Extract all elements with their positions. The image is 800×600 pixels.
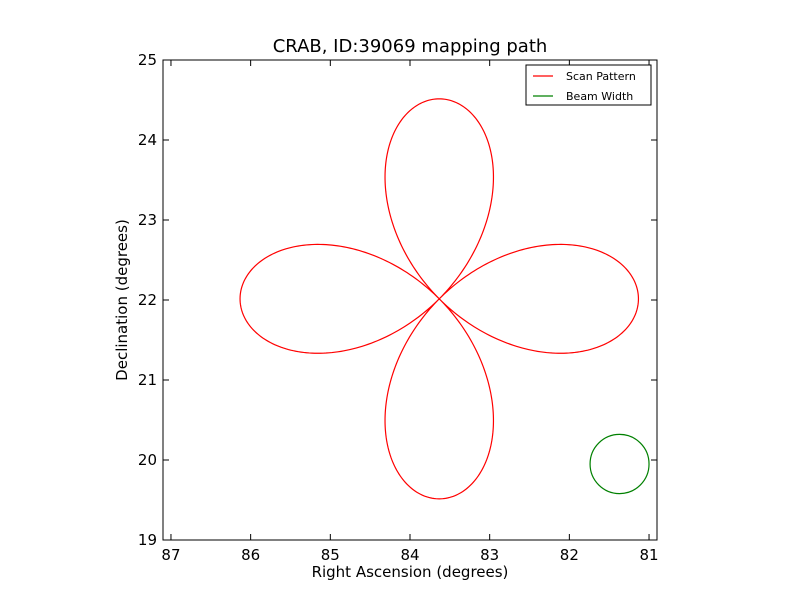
chart-title: CRAB, ID:39069 mapping path <box>273 36 548 57</box>
y-tick-label: 25 <box>138 51 157 69</box>
legend-entry-beam-width: Beam Width <box>566 90 633 103</box>
y-tick-label: 19 <box>138 531 157 549</box>
legend-entry-scan-pattern: Scan Pattern <box>566 70 636 83</box>
series-beam-width <box>589 433 650 495</box>
y-tick-label: 20 <box>138 451 157 469</box>
legend: Scan Pattern Beam Width <box>525 64 652 106</box>
legend-frame <box>525 64 652 106</box>
y-tick-label: 23 <box>138 211 157 229</box>
x-tick-label: 85 <box>321 546 340 564</box>
x-tick-label: 87 <box>161 546 180 564</box>
y-tick-label: 24 <box>138 131 157 149</box>
y-axis-label: Declination (degrees) <box>113 219 131 381</box>
x-axis-label: Right Ascension (degrees) <box>312 563 509 581</box>
x-tick-label: 84 <box>400 546 419 564</box>
x-tick-label: 86 <box>241 546 260 564</box>
plot-frame <box>162 59 658 541</box>
x-tick-label: 82 <box>560 546 579 564</box>
x-tick-label: 81 <box>639 546 658 564</box>
plot-area: 87 86 85 84 83 82 81 19 20 21 22 23 24 25 <box>138 51 659 564</box>
y-tick-label: 21 <box>138 371 157 389</box>
y-tick-label: 22 <box>138 291 157 309</box>
x-tick-label: 83 <box>480 546 499 564</box>
series-scan-pattern <box>239 98 640 500</box>
